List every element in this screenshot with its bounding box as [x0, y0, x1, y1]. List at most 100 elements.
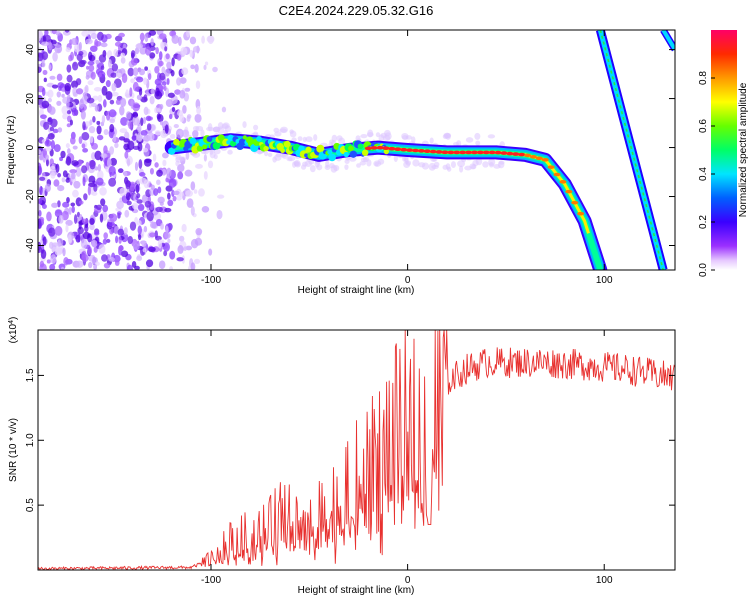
noise-blob [82, 231, 90, 240]
noise-blob [56, 100, 62, 106]
noise-blob [125, 111, 132, 120]
noise-blob [114, 41, 122, 47]
trace-core-dot [370, 146, 378, 150]
trace-core-dot [382, 146, 390, 151]
noise-blob [55, 31, 61, 36]
noise-blob [41, 61, 46, 68]
trace-halo [360, 133, 368, 139]
noise-blob [46, 136, 50, 146]
noise-blob [49, 241, 54, 249]
noise-blob [57, 239, 61, 248]
trace-core-dot [364, 146, 372, 151]
noise-blob [150, 221, 157, 229]
noise-blob [47, 89, 54, 98]
trace-halo [302, 161, 308, 167]
noise-blob [123, 227, 128, 236]
trace-halo [227, 149, 233, 155]
noise-blob [189, 49, 194, 58]
noise-blob [70, 136, 76, 145]
noise-blob [109, 99, 115, 105]
noise-blob [103, 232, 108, 240]
noise-blob [105, 90, 113, 101]
noise-blob [61, 105, 69, 115]
noise-blob [40, 114, 47, 120]
noise-blob [131, 261, 137, 268]
noise-blob [155, 47, 159, 55]
noise-blob [49, 165, 56, 172]
trace-halo [393, 154, 398, 163]
noise-blob [136, 199, 143, 204]
noise-blob [137, 225, 142, 235]
trace-halo [446, 166, 452, 172]
noise-blob [82, 147, 89, 153]
trace-dot [283, 140, 291, 148]
noise-blob [132, 81, 139, 92]
trace-dot [316, 144, 325, 153]
noise-blob [150, 38, 154, 46]
noise-blob [171, 34, 180, 44]
noise-blob [102, 204, 109, 213]
noise-blob [65, 156, 72, 166]
noise-blob [100, 198, 106, 207]
trace-core-dot [476, 150, 484, 155]
trace-halo [442, 164, 449, 170]
trace-dot [357, 143, 364, 150]
noise-blob [130, 50, 136, 58]
noise-blob [96, 120, 101, 125]
noise-blob [156, 169, 163, 177]
noise-blob [94, 39, 99, 49]
noise-blob [42, 236, 47, 246]
x-tick-label: 100 [596, 275, 613, 286]
trace-dot [242, 135, 247, 140]
colorbar-tick-label: 0.8 [698, 71, 709, 85]
trace-core-dot [494, 150, 502, 155]
noise-blob [212, 66, 218, 73]
noise-blob [53, 144, 61, 153]
noise-blob [96, 31, 104, 41]
trace-halo [329, 162, 335, 169]
noise-blob [89, 223, 95, 231]
noise-blob [162, 159, 167, 167]
trace-halo [242, 121, 247, 129]
noise-blob [51, 202, 59, 208]
noise-blob [132, 112, 139, 118]
noise-blob [60, 266, 65, 270]
noise-blob [108, 177, 117, 187]
trace-core-dot [423, 149, 431, 154]
noise-blob [143, 116, 147, 125]
x-tick-label: 100 [596, 575, 613, 586]
noise-blob [108, 256, 115, 262]
y-tick-label: 40 [25, 44, 36, 56]
trace-core-dot [506, 151, 514, 156]
trace-core-dot [565, 189, 573, 194]
noise-blob [71, 37, 78, 46]
colorbar-tick-label: 0.4 [698, 167, 709, 181]
spectrogram-ticks: -100 0 100 -40 -20 0 20 40 [25, 30, 675, 286]
noise-blob [50, 172, 56, 179]
noise-blob [99, 213, 104, 223]
x-tick-label: 0 [405, 575, 411, 586]
noise-blob [137, 141, 143, 152]
trace-halo [200, 129, 205, 137]
noise-blob [91, 239, 98, 248]
trace-halo [297, 136, 303, 142]
noise-blob [40, 249, 47, 260]
noise-blob [145, 115, 152, 122]
noise-blob [73, 214, 78, 224]
noise-blob [64, 82, 72, 92]
trace-halo [209, 148, 214, 155]
noise-blob [39, 260, 45, 268]
noise-blob [154, 78, 162, 86]
noise-blob [168, 113, 173, 120]
noise-blob [118, 236, 122, 244]
noise-blob [68, 207, 72, 215]
noise-blob [117, 228, 125, 236]
noise-blob [129, 221, 137, 231]
trace-halo [344, 164, 349, 170]
noise-blob [109, 118, 116, 124]
trace-halo [474, 132, 481, 140]
noise-blob [45, 147, 52, 152]
noise-blob [86, 65, 90, 70]
noise-blob [135, 43, 144, 49]
trace-core-dot [459, 150, 467, 155]
